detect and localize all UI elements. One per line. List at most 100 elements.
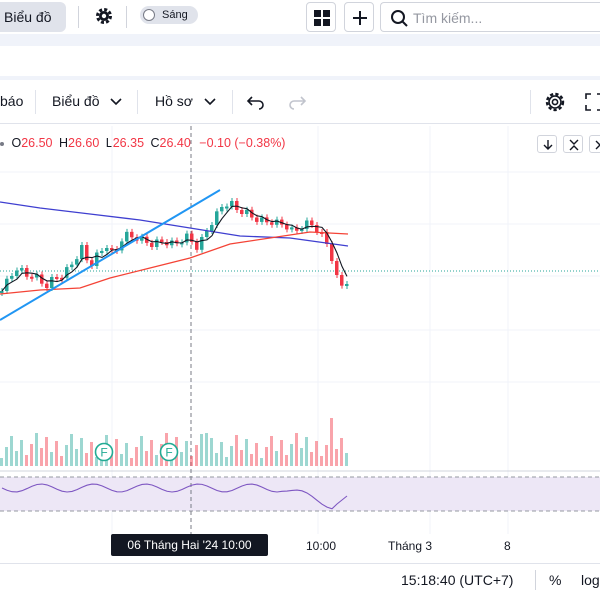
volume-bar [75, 449, 78, 466]
candle-body [335, 261, 339, 275]
ma-mid-line [0, 231, 349, 295]
candle-body [75, 259, 79, 265]
volume-bar [205, 433, 208, 466]
volume-bar [210, 438, 213, 466]
event-marker-label: F [100, 446, 107, 460]
volume-bar [185, 441, 188, 466]
open-key: O [11, 136, 22, 150]
alerts-menu[interactable]: báo [0, 93, 24, 109]
volume-bar [295, 433, 298, 466]
candle-body [15, 270, 19, 276]
candle-body [230, 201, 234, 207]
ohlc-legend: O26.50 H26.60 L26.35 C26.40 −0.10 (−0.38… [0, 136, 285, 150]
candle-body [120, 241, 124, 251]
volume-bar [150, 440, 153, 466]
volume-bar [135, 447, 138, 466]
volume-bar [155, 455, 158, 466]
search-box[interactable] [380, 2, 600, 32]
search-input[interactable] [413, 8, 593, 28]
chart-menu[interactable]: Biểu đồ [52, 93, 100, 109]
time-tick: 10:00 [306, 539, 337, 553]
low-value: 26.35 [112, 136, 145, 150]
volume-bar [85, 453, 88, 466]
candle-body [105, 248, 109, 251]
volume-bar [230, 446, 233, 466]
candle-body [190, 233, 194, 242]
layout-button[interactable] [306, 2, 336, 32]
scroll-down-button[interactable] [537, 135, 557, 153]
volume-bar [245, 439, 248, 466]
candle-body [280, 219, 284, 225]
volume-bar [285, 455, 288, 466]
percent-toggle[interactable]: % [549, 572, 562, 588]
toolbar-divider [530, 90, 531, 114]
volume-bar [130, 458, 133, 466]
candle-body [100, 251, 104, 253]
candle-body [80, 245, 84, 260]
close-pane-button[interactable] [589, 135, 600, 153]
theme-toggle-label: Sáng [162, 9, 188, 21]
clock[interactable]: 15:18:40 (UTC+7) [401, 572, 514, 588]
candle-body [85, 245, 89, 261]
candle-body [310, 220, 314, 225]
candle-body [195, 241, 199, 250]
volume-bar [330, 418, 333, 466]
chart-toolbar: báo Biểu đồ Hồ sơ [0, 80, 600, 124]
undo-icon[interactable] [246, 93, 266, 111]
status-divider [535, 570, 536, 590]
chart-tab-button[interactable]: Biểu đồ [0, 2, 66, 32]
volume-bar [305, 437, 308, 466]
candle-body [250, 209, 254, 218]
open-value: 26.50 [21, 136, 53, 150]
volume-bar [145, 451, 148, 466]
candle-body [315, 225, 319, 232]
top-bar: Biểu đồ Sáng [0, 0, 600, 34]
candle-body [235, 201, 239, 210]
crosshair-date-label: 06 Tháng Hai '24 10:00 [111, 534, 268, 556]
volume-bar [315, 441, 318, 466]
settings-icon[interactable] [544, 91, 566, 113]
candle-body [160, 239, 164, 242]
redo-icon[interactable] [287, 93, 307, 111]
volume-bar [270, 436, 273, 466]
volume-bar [260, 458, 263, 466]
add-button[interactable] [344, 2, 374, 32]
toolbar-divider [126, 6, 127, 28]
candle-body [20, 268, 24, 271]
candle-body [90, 260, 94, 266]
toolbar-divider [137, 90, 138, 114]
volume-bar [40, 448, 43, 466]
candle-body [270, 222, 274, 225]
candle-body [245, 209, 249, 214]
volume-bar [110, 450, 113, 466]
candle-body [150, 242, 154, 247]
candle-body [220, 207, 224, 212]
candle-body [260, 217, 264, 222]
collapse-button[interactable] [563, 135, 583, 153]
plus-icon [353, 11, 367, 25]
volume-bar [50, 452, 53, 466]
volume-bar [325, 445, 328, 466]
candle-body [175, 240, 179, 244]
change-value: −0.10 (−0.38%) [199, 136, 286, 150]
volume-bar [235, 435, 238, 466]
volume-bar [125, 443, 128, 466]
ma-long-line [0, 201, 349, 247]
fullscreen-icon[interactable] [584, 92, 600, 112]
toolbar-divider [35, 90, 36, 114]
profile-menu[interactable]: Hồ sơ [155, 93, 193, 109]
candle-body [35, 274, 39, 278]
candle-body [305, 220, 309, 229]
candle-body [125, 231, 129, 242]
low-key: L [105, 136, 113, 150]
candle-body [40, 274, 44, 284]
volume-bar [310, 452, 313, 466]
theme-toggle[interactable]: Sáng [140, 6, 198, 24]
volume-bar [320, 456, 323, 466]
volume-bar [70, 434, 73, 466]
candle-body [45, 283, 49, 288]
gear-icon[interactable] [94, 6, 114, 26]
log-toggle[interactable]: log [581, 572, 600, 588]
ma-short-line [1, 205, 348, 292]
